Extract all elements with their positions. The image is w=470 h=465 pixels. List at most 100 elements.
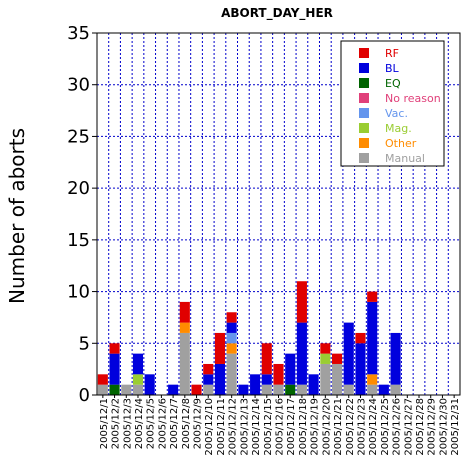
bar-segment bbox=[273, 363, 284, 385]
y-tick-label: 5 bbox=[79, 333, 90, 354]
legend-label: No reason bbox=[385, 92, 441, 105]
x-tick-label: 2005/12/31 bbox=[450, 398, 461, 456]
bar-segment bbox=[226, 343, 237, 354]
bar-segment bbox=[132, 374, 144, 385]
bar-segment bbox=[296, 384, 307, 395]
legend-swatch bbox=[359, 123, 369, 133]
legend: RF BL EQ No reason Vac. Mag. Other Manual bbox=[340, 40, 445, 167]
bar-segment bbox=[367, 291, 378, 302]
bar-segment bbox=[343, 384, 354, 395]
y-axis-ticks: 0 5 10 15 20 25 30 35 bbox=[67, 23, 97, 406]
x-tick-label: 2005/12/27 bbox=[403, 398, 414, 456]
x-tick-label: 2005/12/14 bbox=[251, 398, 262, 456]
bar-segment bbox=[191, 384, 202, 395]
legend-swatch bbox=[359, 138, 369, 148]
x-tick-label: 2005/12/30 bbox=[438, 398, 449, 456]
bar-segment bbox=[261, 374, 272, 385]
bar-segment bbox=[109, 384, 120, 395]
legend-swatch bbox=[359, 93, 369, 103]
x-tick-label: 2005/12/22 bbox=[345, 398, 356, 456]
bar-segment bbox=[168, 384, 179, 395]
x-tick-label: 2005/12/29 bbox=[427, 398, 438, 456]
x-axis-ticks: 2005/12/1 2005/12/2 2005/12/3 2005/12/4 2005… bbox=[99, 395, 461, 456]
bar-segment bbox=[226, 312, 237, 323]
y-axis-label: Number of aborts bbox=[5, 128, 29, 304]
x-tick-label: 2005/12/21 bbox=[333, 398, 344, 456]
x-tick-label: 2005/12/3 bbox=[122, 398, 133, 449]
legend-swatch bbox=[359, 78, 369, 88]
x-tick-label: 2005/12/28 bbox=[415, 398, 426, 456]
bar-segment bbox=[308, 374, 319, 395]
x-tick-label: 2005/12/9 bbox=[193, 398, 204, 449]
x-tick-label: 2005/12/16 bbox=[275, 398, 286, 456]
grid-lines bbox=[97, 33, 460, 395]
x-tick-label: 2005/12/4 bbox=[134, 398, 145, 449]
y-tick-label: 25 bbox=[67, 126, 90, 147]
y-tick-label: 20 bbox=[67, 178, 90, 199]
legend-label: Other bbox=[385, 137, 417, 150]
legend-box bbox=[340, 40, 445, 167]
x-tick-label: 2005/12/23 bbox=[356, 398, 367, 456]
bar-segment bbox=[132, 353, 144, 375]
bar-segment bbox=[261, 343, 272, 375]
legend-label: Mag. bbox=[385, 122, 412, 135]
bar-segment bbox=[132, 384, 144, 395]
bar-segment bbox=[226, 332, 237, 344]
bar-segment bbox=[367, 301, 378, 375]
bar-segment bbox=[355, 332, 366, 344]
bar-segment bbox=[179, 322, 190, 333]
bar-segment bbox=[203, 384, 214, 395]
legend-label: BL bbox=[385, 62, 400, 75]
bar-segment bbox=[214, 332, 225, 364]
bar-segment bbox=[109, 343, 120, 354]
x-tick-label: 2005/12/7 bbox=[169, 398, 180, 449]
bar-segment bbox=[97, 384, 108, 395]
x-tick-label: 2005/12/25 bbox=[380, 398, 391, 456]
x-tick-label: 2005/12/17 bbox=[286, 398, 297, 456]
x-tick-label: 2005/12/24 bbox=[368, 398, 379, 456]
bar-segment bbox=[214, 363, 225, 395]
bar-segment bbox=[355, 343, 366, 395]
x-tick-label: 2005/12/11 bbox=[216, 398, 227, 456]
bar-segment bbox=[320, 343, 331, 354]
x-tick-label: 2005/12/10 bbox=[204, 398, 215, 456]
legend-label: Manual bbox=[385, 152, 425, 165]
bars-layer bbox=[97, 281, 401, 395]
y-tick-label: 30 bbox=[67, 75, 90, 96]
bar-segment bbox=[296, 322, 307, 385]
bar-segment bbox=[179, 301, 190, 323]
x-tick-label: 2005/12/18 bbox=[298, 398, 309, 456]
bar-segment bbox=[273, 384, 284, 395]
x-tick-label: 2005/12/5 bbox=[146, 398, 157, 449]
bar-segment bbox=[320, 353, 331, 364]
bar-segment bbox=[261, 384, 272, 395]
legend-label: RF bbox=[385, 47, 399, 60]
bar-segment bbox=[203, 374, 214, 385]
bar-segment bbox=[378, 384, 389, 395]
legend-swatch bbox=[359, 63, 369, 73]
bar-segment bbox=[121, 384, 132, 395]
bar-segment bbox=[285, 384, 296, 395]
chart-title: ABORT_DAY_HER bbox=[221, 6, 333, 21]
bar-segment bbox=[320, 363, 331, 395]
x-tick-label: 2005/12/8 bbox=[181, 398, 192, 449]
x-tick-label: 2005/12/19 bbox=[310, 398, 321, 456]
y-tick-label: 15 bbox=[67, 230, 90, 251]
x-tick-label: 2005/12/6 bbox=[157, 398, 168, 449]
legend-swatch bbox=[359, 48, 369, 58]
legend-label: Vac. bbox=[385, 107, 408, 120]
y-tick-label: 35 bbox=[67, 23, 90, 44]
x-tick-label: 2005/12/13 bbox=[239, 398, 250, 456]
bar-segment bbox=[238, 384, 249, 395]
x-tick-label: 2005/12/15 bbox=[263, 398, 274, 456]
legend-label: EQ bbox=[385, 77, 401, 90]
bar-segment bbox=[390, 384, 401, 395]
bar-segment bbox=[250, 374, 261, 395]
bar-segment bbox=[226, 353, 237, 395]
bar-segment bbox=[367, 384, 378, 395]
bar-segment bbox=[203, 363, 214, 375]
bar-segment bbox=[367, 374, 378, 385]
legend-swatch bbox=[359, 108, 369, 118]
legend-swatch bbox=[359, 153, 369, 163]
